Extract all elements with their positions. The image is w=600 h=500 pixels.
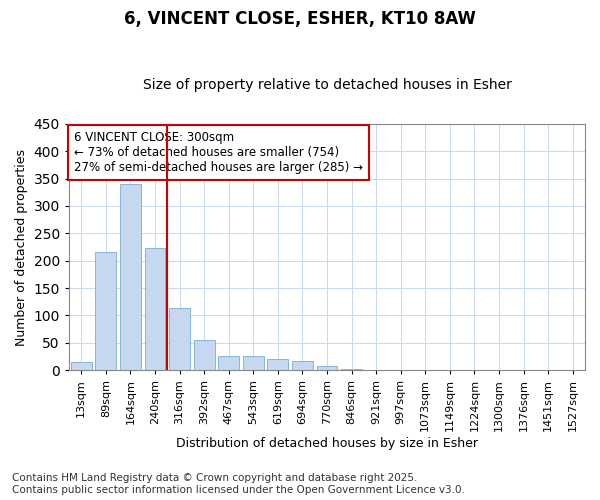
Bar — [120, 184, 141, 370]
Bar — [243, 356, 264, 370]
X-axis label: Distribution of detached houses by size in Esher: Distribution of detached houses by size … — [176, 437, 478, 450]
Bar — [95, 252, 116, 370]
Text: Contains HM Land Registry data © Crown copyright and database right 2025.
Contai: Contains HM Land Registry data © Crown c… — [12, 474, 465, 495]
Bar — [292, 361, 313, 370]
Bar — [341, 369, 362, 370]
Bar — [317, 366, 337, 370]
Text: 6 VINCENT CLOSE: 300sqm
← 73% of detached houses are smaller (754)
27% of semi-d: 6 VINCENT CLOSE: 300sqm ← 73% of detache… — [74, 131, 363, 174]
Title: Size of property relative to detached houses in Esher: Size of property relative to detached ho… — [143, 78, 511, 92]
Bar — [145, 248, 166, 370]
Bar — [268, 359, 288, 370]
Bar — [71, 362, 92, 370]
Bar — [169, 308, 190, 370]
Bar — [194, 340, 215, 370]
Y-axis label: Number of detached properties: Number of detached properties — [15, 148, 28, 346]
Bar — [218, 356, 239, 370]
Text: 6, VINCENT CLOSE, ESHER, KT10 8AW: 6, VINCENT CLOSE, ESHER, KT10 8AW — [124, 10, 476, 28]
